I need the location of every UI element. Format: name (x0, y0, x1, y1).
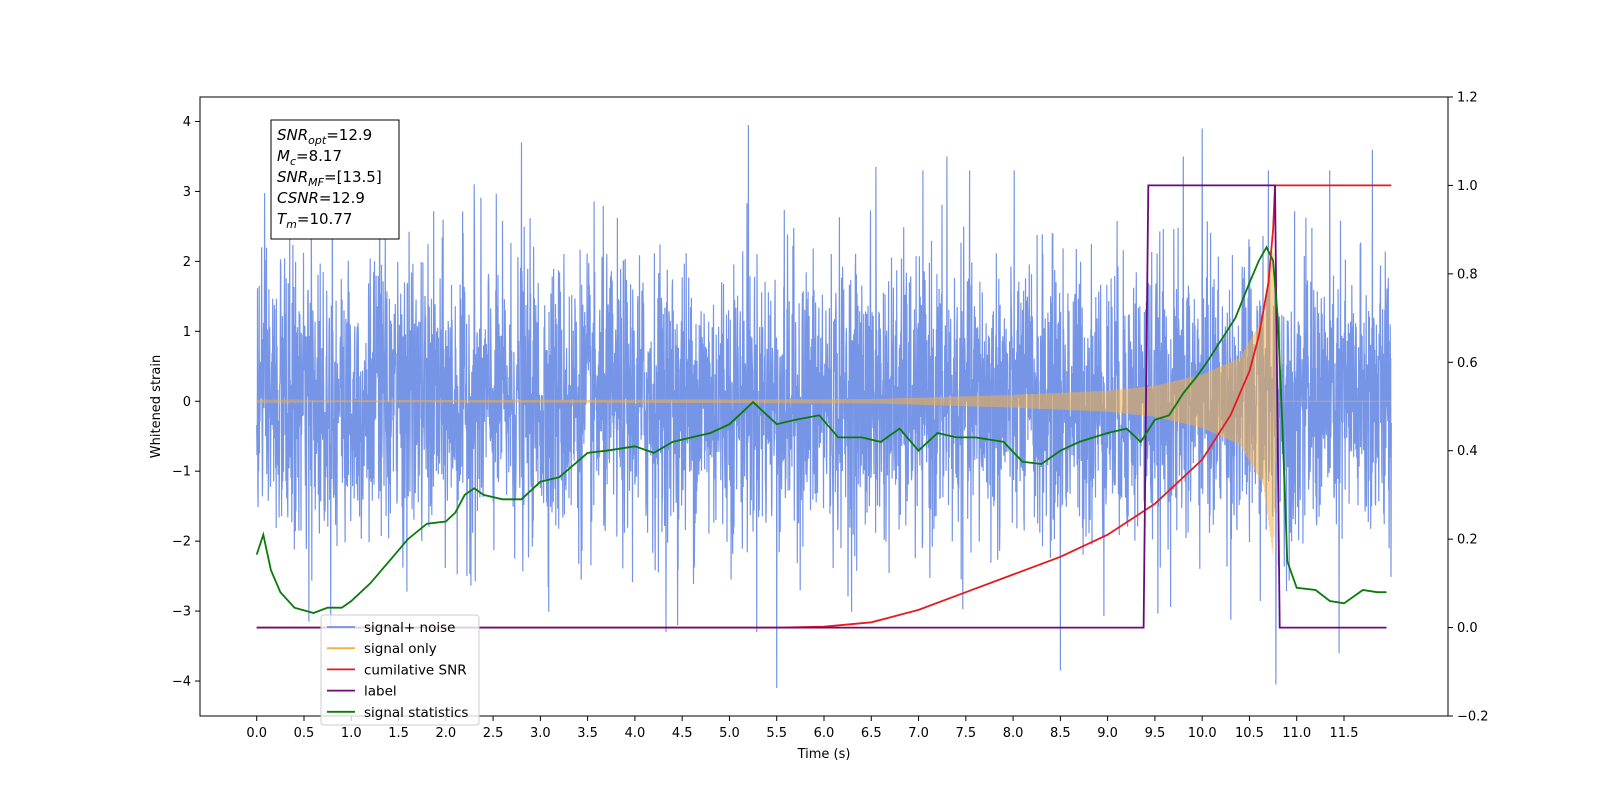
y-left-tick-label: 1 (183, 325, 191, 340)
x-tick-label: 3.5 (577, 726, 598, 741)
x-axis: 0.0 0.5 1.0 1.5 2.0 2.5 3.0 3.5 4.0 4.5 5.0 5.5 6.0 6… (246, 716, 1358, 741)
legend-label: label (364, 684, 397, 700)
y-right-tick-label: 1.0 (1457, 179, 1478, 194)
x-tick-label: 0.5 (294, 726, 315, 741)
series-signal-noise (256, 124, 1392, 689)
y-right-tick-label: 0.4 (1457, 444, 1478, 459)
y-left-tick-label: 3 (183, 185, 191, 200)
info-line: Mc=8.17 (277, 147, 342, 168)
info-line: SNRMF=[13.5] (277, 168, 382, 189)
x-axis-label: Time (s) (797, 747, 851, 762)
series-layer (255, 124, 1392, 689)
y-axis-label: Whitened strain (149, 355, 164, 458)
x-tick-label: 1.0 (341, 726, 362, 741)
x-tick-label: 4.0 (625, 726, 646, 741)
x-tick-label: 2.0 (435, 726, 456, 741)
y-right-tick-label: 1.2 (1457, 91, 1478, 106)
x-tick-label: 9.0 (1097, 726, 1118, 741)
x-tick-label: 8.0 (1003, 726, 1024, 741)
x-tick-label: 7.5 (955, 726, 976, 741)
x-tick-label: 4.5 (672, 726, 693, 741)
y-left-tick-label: −1 (172, 465, 191, 480)
x-tick-label: 11.0 (1282, 726, 1311, 741)
x-tick-label: 11.5 (1330, 726, 1359, 741)
series-label (256, 184, 1387, 629)
y-left-tick-label: 0 (183, 395, 191, 410)
y-axis-right: −0.2 0.0 0.2 0.4 0.6 0.8 1.0 1.2 (1448, 91, 1489, 725)
legend-label: signal+ noise (364, 620, 455, 636)
y-right-tick-label: 0.6 (1457, 356, 1478, 371)
x-tick-label: 6.5 (861, 726, 882, 741)
x-tick-label: 9.5 (1145, 726, 1166, 741)
x-tick-label: 0.0 (246, 726, 267, 741)
info-line: CSNR=12.9 (277, 189, 365, 207)
x-tick-label: 2.5 (483, 726, 504, 741)
y-right-tick-label: 0.8 (1457, 267, 1478, 282)
x-tick-label: 5.0 (719, 726, 740, 741)
plot-area (255, 124, 1392, 689)
x-tick-label: 3.0 (530, 726, 551, 741)
series-signal-statistics (255, 245, 1387, 614)
y-left-tick-label: 4 (183, 115, 191, 130)
legend-label: signal statistics (364, 705, 468, 721)
x-tick-label: 8.5 (1050, 726, 1071, 741)
y-left-tick-label: −2 (172, 535, 191, 550)
info-box-frame (270, 119, 400, 240)
x-tick-label: 6.0 (814, 726, 835, 741)
y-right-tick-label: 0.0 (1457, 621, 1478, 636)
series-signal-only (256, 251, 1392, 554)
x-tick-label: 1.5 (388, 726, 409, 741)
legend-label: signal only (364, 641, 437, 657)
y-left-tick-label: −3 (172, 605, 191, 620)
y-axis-left: −4 −3 −2 −1 0 1 2 3 4 (172, 115, 200, 690)
info-line: Tm=10.77 (277, 210, 352, 231)
info-line: SNRopt=12.9 (277, 126, 372, 147)
y-left-tick-label: 2 (183, 255, 191, 270)
x-tick-label: 5.5 (766, 726, 787, 741)
legend: signal+ noise signal only cumilative SNR la… (320, 614, 480, 726)
y-right-tick-label: 0.2 (1457, 533, 1478, 548)
x-tick-label: 10.0 (1188, 726, 1217, 741)
x-tick-label: 10.5 (1235, 726, 1264, 741)
legend-label: cumilative SNR (364, 662, 467, 678)
y-left-tick-label: −4 (172, 675, 191, 690)
y-right-tick-label: −0.2 (1457, 710, 1489, 725)
legend-frame (320, 614, 480, 726)
series-cumilative-snr (256, 184, 1392, 629)
x-tick-label: 7.0 (908, 726, 929, 741)
